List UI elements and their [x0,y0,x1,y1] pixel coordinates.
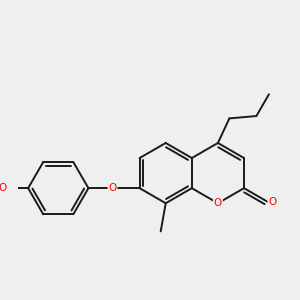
Text: O: O [268,197,277,207]
Text: O: O [108,183,117,193]
Text: O: O [214,198,222,208]
Text: O: O [0,183,6,193]
